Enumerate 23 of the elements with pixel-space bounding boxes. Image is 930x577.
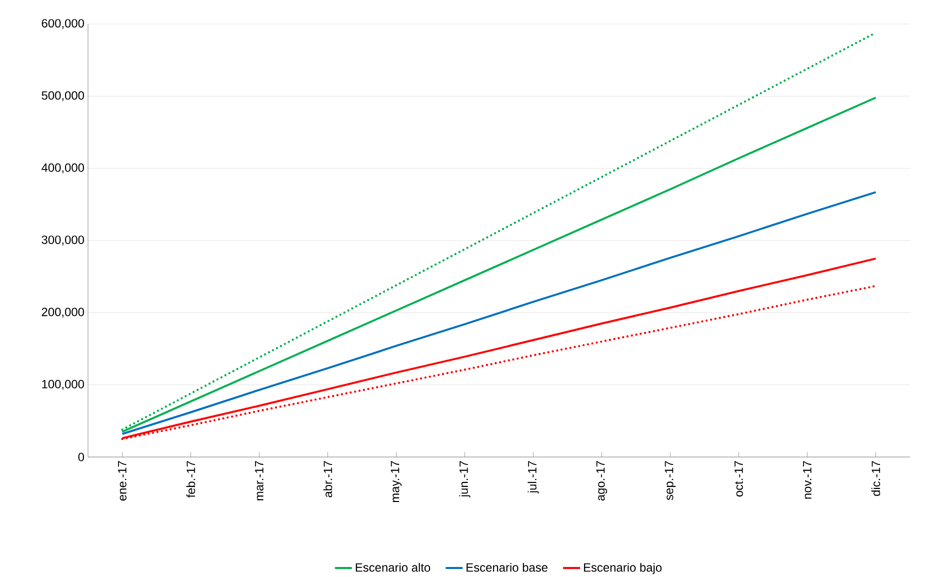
legend-label: Escenario alto — [356, 562, 430, 572]
x-tick-label: feb.-17 — [186, 461, 196, 498]
x-tick-label: jul.-17 — [528, 461, 539, 494]
legend-label: Escenario base — [466, 562, 548, 572]
y-tick-label: 400,000 — [42, 163, 84, 174]
y-tick-label: 100,000 — [42, 380, 84, 390]
x-tick-label: ene.-17 — [118, 461, 126, 501]
x-tick-label: may.-17 — [390, 461, 402, 502]
y-tick-label: 0 — [78, 452, 84, 462]
x-tick-label: dic.-17 — [871, 461, 880, 496]
y-tick-label: 200,000 — [42, 308, 84, 318]
x-tick-label: ago.-17 — [596, 461, 608, 501]
y-tick-label: 600,000 — [42, 19, 84, 29]
legend-label: Escenario bajo — [584, 562, 662, 574]
x-tick-label: sep.-17 — [664, 461, 676, 500]
y-tick-label: 500,000 — [42, 91, 84, 102]
line-series — [121, 191, 877, 435]
y-tick-label: 300,000 — [42, 236, 84, 246]
x-tick-label: jun.-17 — [459, 461, 470, 498]
x-tick-label: mar.-17 — [255, 461, 264, 500]
x-tick-label: nov.-17 — [803, 461, 812, 499]
x-tick-label: abr.-17 — [323, 461, 332, 498]
x-tick-label: oct.-17 — [734, 461, 743, 497]
